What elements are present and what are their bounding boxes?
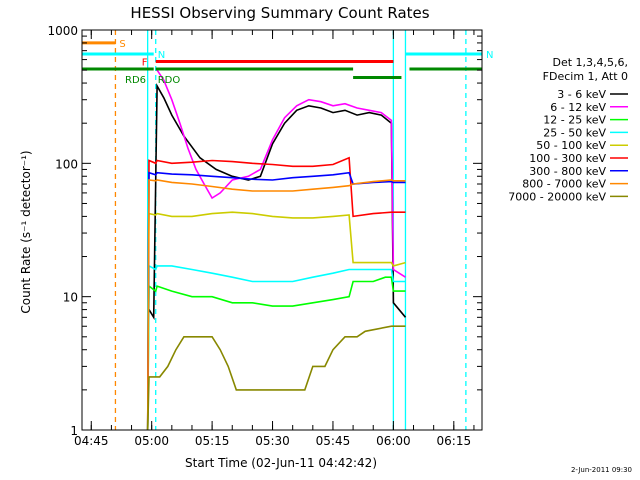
- y-tick-label: 100: [55, 157, 78, 171]
- legend-entry-label: 50 - 100 keV: [536, 139, 606, 152]
- x-tick-label: 05:15: [195, 434, 230, 448]
- legend-header-line-1: Det 1,3,4,5,6,: [552, 56, 628, 69]
- series-line-300-800-kev: [146, 171, 406, 431]
- x-tick-label: 04:45: [74, 434, 109, 448]
- y-axis-label: Count Rate (s⁻¹ detector⁻¹): [19, 150, 33, 313]
- series-line-25-50-kev: [146, 264, 406, 431]
- x-tick-label: 06:00: [376, 434, 411, 448]
- legend-entry-label: 300 - 800 keV: [529, 165, 606, 178]
- flag-label: S: [119, 39, 125, 50]
- plot-frame: [81, 29, 483, 431]
- series-line-7000-20000-kev: [146, 325, 406, 431]
- series-line-800-7000-kev: [146, 179, 406, 431]
- chart-title: HESSI Observing Summary Count Rates: [130, 4, 429, 22]
- legend-entry-label: 800 - 7000 keV: [522, 178, 606, 191]
- flag-label: F: [142, 58, 148, 69]
- legend: Det 1,3,4,5,6, FDecim 1, Att 0 3 - 6 keV…: [508, 56, 628, 203]
- flag-label: N: [158, 50, 165, 61]
- series-line-50-100-kev: [146, 211, 406, 431]
- series-line-12-25-kev: [146, 276, 406, 431]
- x-tick-label: 05:30: [255, 434, 290, 448]
- series-lines: [146, 69, 407, 431]
- flag-label: N: [486, 50, 493, 61]
- footer-timestamp: 2-Jun-2011 09:30: [571, 466, 632, 474]
- series-line-6-12-kev: [156, 69, 406, 278]
- y-tick-label: 1000: [47, 24, 78, 38]
- legend-entry-label: 6 - 12 keV: [550, 101, 606, 114]
- legend-entry-label: 100 - 300 keV: [529, 152, 606, 165]
- flag-label: RD6: [125, 75, 146, 86]
- flag-label: RDO: [158, 75, 181, 86]
- legend-header-line-2: FDecim 1, Att 0: [543, 70, 628, 83]
- legend-entry-label: 7000 - 20000 keV: [508, 190, 606, 203]
- series-line-3-6-kev: [148, 83, 407, 321]
- axes: 1 10 100 1000 04:45 05:00 05:15 05:30 05:45 06:00…: [47, 24, 482, 448]
- x-tick-label: 06:15: [437, 434, 472, 448]
- y-tick-label: 1: [70, 424, 78, 438]
- series-line-100-300-kev: [146, 156, 406, 431]
- legend-entry-label: 12 - 25 keV: [543, 114, 606, 127]
- x-tick-label: 05:00: [134, 434, 169, 448]
- x-axis-label: Start Time (02-Jun-11 04:42:42): [185, 456, 377, 470]
- y-tick-label: 10: [63, 291, 78, 305]
- x-tick-label: 05:45: [316, 434, 351, 448]
- legend-entry-label: 3 - 6 keV: [557, 88, 606, 101]
- legend-entry-label: 25 - 50 keV: [543, 126, 606, 139]
